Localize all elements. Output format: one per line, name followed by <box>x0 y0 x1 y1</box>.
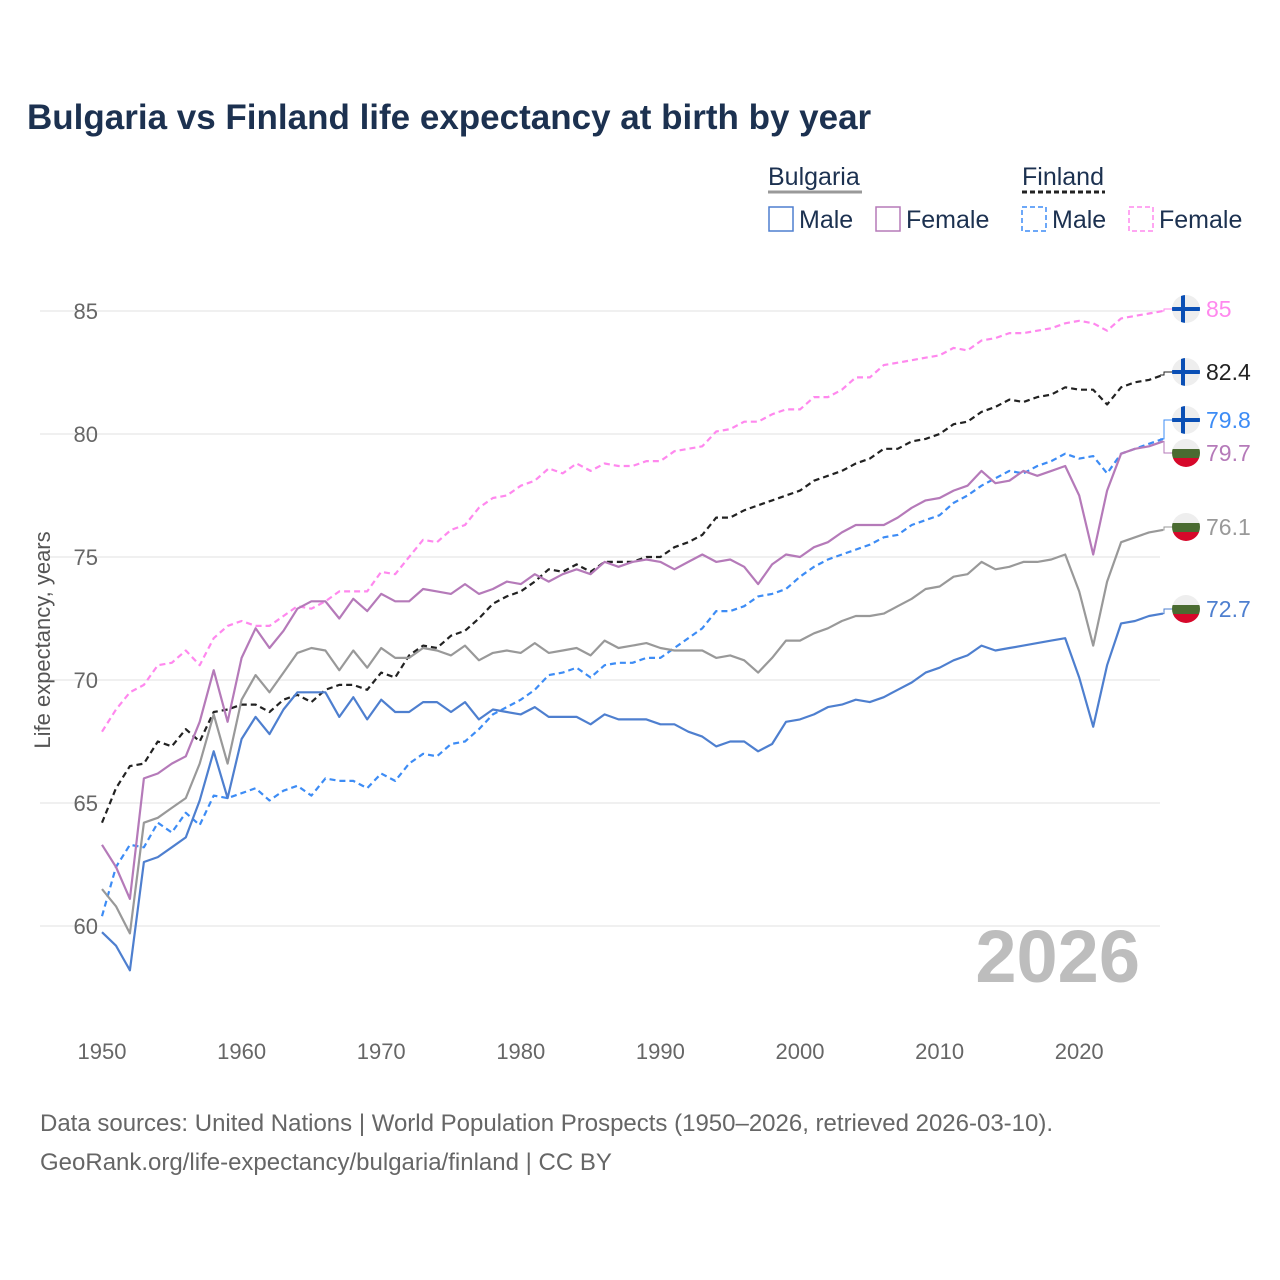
series-lines <box>100 309 1164 972</box>
end-connector-bulgaria <box>1160 526 1172 531</box>
bulgaria-flag-icon <box>1172 595 1200 623</box>
chart-title: Bulgaria vs Finland life expectancy at b… <box>27 98 872 137</box>
end-connector-bulgaria-female <box>1160 440 1172 454</box>
series-line-bulgaria-female <box>101 440 1164 901</box>
finland-flag-icon <box>1172 295 1200 323</box>
end-labels: 85 82.4 79.8 79.7 76.1 72.7 <box>1160 295 1251 623</box>
end-connector-finland-female <box>1160 308 1172 312</box>
x-tick-label: 2010 <box>915 1039 964 1064</box>
y-tick-label: 75 <box>74 545 98 570</box>
end-label-bulgaria: 76.1 <box>1206 514 1251 540</box>
y-axis-ticks: 60 65 70 75 80 85 <box>74 299 98 939</box>
legend-item-finland-male: Male <box>1052 206 1106 234</box>
y-tick-label: 70 <box>74 668 98 693</box>
series-line-finland-male <box>100 437 1164 917</box>
legend-item-finland-female: Female <box>1159 206 1242 234</box>
x-tick-label: 1970 <box>357 1039 406 1064</box>
series-line-bulgaria <box>101 528 1164 935</box>
legend-swatch-bulgaria-male <box>768 206 794 232</box>
legend: Bulgaria Male Female Finland Male Female <box>768 163 1242 234</box>
end-label-bulgaria-female: 79.7 <box>1206 440 1251 466</box>
legend-item-bulgaria-female: Female <box>906 206 989 234</box>
bulgaria-flag-icon <box>1172 439 1200 467</box>
y-tick-label: 80 <box>74 422 98 447</box>
end-label-finland-female: 85 <box>1206 296 1232 322</box>
y-tick-label: 85 <box>74 299 98 324</box>
x-tick-label: 2000 <box>776 1039 825 1064</box>
x-tick-label: 1980 <box>496 1039 545 1064</box>
series-line-finland-female <box>101 309 1164 733</box>
y-axis-label: Life expectancy, years <box>30 531 55 748</box>
bulgaria-flag-icon <box>1172 513 1200 541</box>
x-tick-label: 1950 <box>78 1039 127 1064</box>
y-tick-label: 60 <box>74 914 98 939</box>
end-label-finland-male: 79.8 <box>1206 407 1251 433</box>
year-watermark: 2026 <box>975 915 1140 998</box>
finland-flag-icon <box>1172 358 1200 386</box>
legend-swatch-finland-female <box>1128 206 1154 232</box>
x-tick-label: 2020 <box>1055 1039 1104 1064</box>
series-line-bulgaria-male <box>101 612 1164 972</box>
gridlines <box>40 310 1160 927</box>
end-connector-finland-male <box>1160 419 1172 440</box>
end-connector-bulgaria-male <box>1160 608 1172 615</box>
legend-group-bulgaria: Bulgaria <box>768 163 860 191</box>
end-connector-finland <box>1160 371 1172 376</box>
source-line-2: GeoRank.org/life-expectancy/bulgaria/fin… <box>40 1149 612 1176</box>
end-label-bulgaria-male: 72.7 <box>1206 596 1251 622</box>
x-tick-label: 1990 <box>636 1039 685 1064</box>
legend-swatch-bulgaria-female <box>875 206 901 232</box>
finland-flag-icon <box>1172 406 1200 434</box>
series-line-finland <box>100 373 1164 824</box>
x-tick-label: 1960 <box>217 1039 266 1064</box>
source-line-1: Data sources: United Nations | World Pop… <box>40 1110 1053 1137</box>
y-tick-label: 65 <box>74 791 98 816</box>
legend-item-bulgaria-male: Male <box>799 206 853 234</box>
x-axis-ticks: 1950 1960 1970 1980 1990 2000 2010 2020 <box>78 1039 1104 1064</box>
legend-swatch-finland-male <box>1021 206 1047 232</box>
end-label-finland: 82.4 <box>1206 359 1251 385</box>
legend-group-finland: Finland <box>1022 163 1104 191</box>
